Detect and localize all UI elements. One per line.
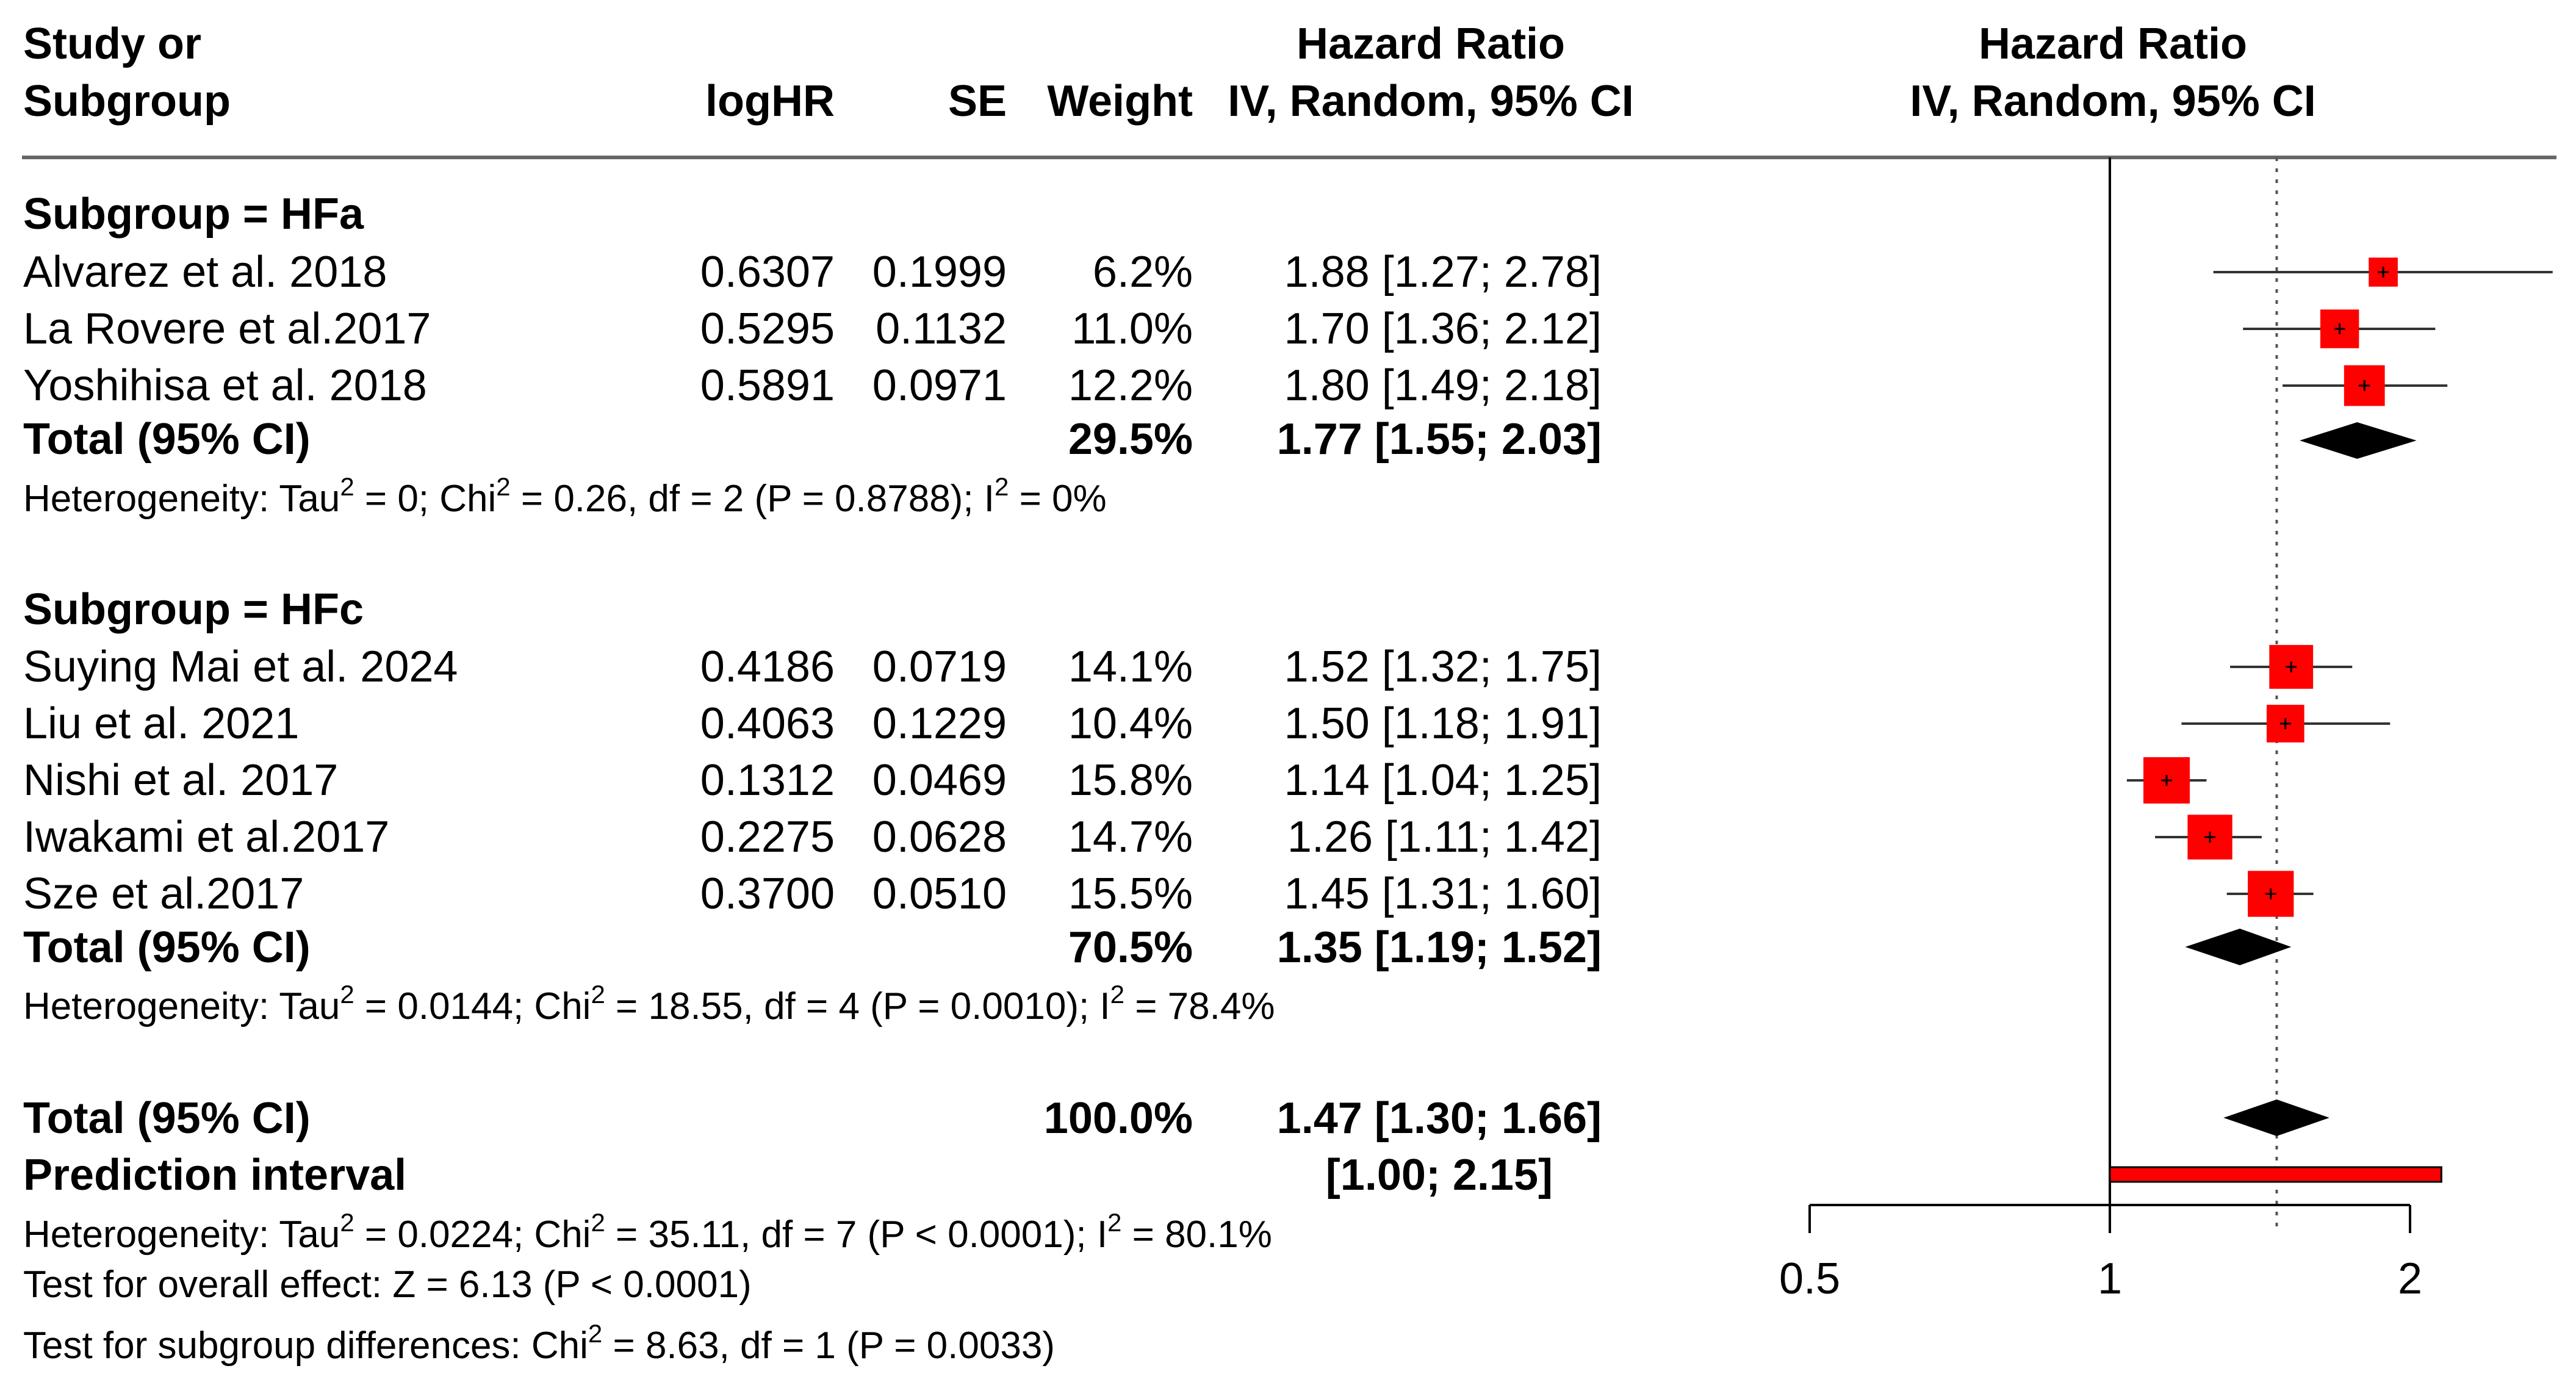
study-name: Liu et al. 2021 [23,699,299,748]
subtotal-ci: 1.77 [1.55; 2.03] [1277,415,1602,464]
study-se: 0.0510 [872,869,1007,918]
study-se: 0.1999 [872,248,1007,297]
heterogeneity-hfa: Heterogeneity: Tau2 = 0; Chi2 = 0.26, df… [23,472,1107,520]
subtotal-label: Total (95% CI) [23,415,311,464]
x-tick-label: 0.5 [1779,1254,1840,1303]
study-weight: 15.8% [1068,756,1193,805]
study-weight: 14.7% [1068,813,1193,862]
subtotal-weight: 70.5% [1068,923,1193,972]
overall-weight: 100.0% [1044,1094,1193,1143]
study-weight: 11.0% [1071,304,1193,353]
study-se: 0.1132 [876,304,1007,353]
study-ci: 1.70 [1.36; 2.12] [1284,304,1602,353]
study-ci: 1.52 [1.32; 1.75] [1284,642,1602,691]
subgroup-diamond-hfa [2300,422,2417,459]
subgroup-diamond-hfc [2185,929,2292,965]
subgroup-title-hfa: Subgroup = HFa [23,190,364,239]
header-study-line1: Study or [23,20,201,68]
prediction-interval-bar [2109,1166,2442,1183]
header-weight: Weight [1047,77,1193,126]
subtotal-label: Total (95% CI) [23,923,311,972]
x-tick-label: 1 [2098,1254,2122,1303]
heterogeneity-hfc: Heterogeneity: Tau2 = 0.0144; Chi2 = 18.… [23,980,1275,1027]
study-loghr: 0.1312 [700,756,835,805]
prediction-label: Prediction interval [23,1151,406,1200]
study-se: 0.0469 [872,756,1007,805]
x-tick-label: 2 [2398,1254,2422,1303]
study-loghr: 0.5295 [700,304,835,353]
study-name: Iwakami et al.2017 [23,813,389,862]
study-weight: 15.5% [1068,869,1193,918]
overall-effect-test: Test for overall effect: Z = 6.13 (P < 0… [23,1264,752,1306]
study-se: 0.0971 [872,361,1007,410]
study-loghr: 0.5891 [700,361,835,410]
header-loghr: logHR [705,77,835,126]
subgroup-difference-test: Test for subgroup differences: Chi2 = 8.… [23,1319,1055,1367]
study-se: 0.0628 [872,813,1007,862]
study-ci: 1.14 [1.04; 1.25] [1284,756,1602,805]
study-ci: 1.50 [1.18; 1.91] [1284,699,1602,748]
study-weight: 14.1% [1068,642,1193,691]
study-name: Sze et al.2017 [23,869,304,918]
header-hr-text-line2: IV, Random, 95% CI [1228,77,1634,126]
study-se: 0.1229 [872,699,1007,748]
study-name: Yoshihisa et al. 2018 [23,361,427,410]
overall-diamond [2223,1099,2330,1136]
study-name: Nishi et al. 2017 [23,756,338,805]
study-name: Suying Mai et al. 2024 [23,642,458,691]
study-weight: 10.4% [1068,699,1193,748]
study-ci: 1.45 [1.31; 1.60] [1284,869,1602,918]
header-study-line2: Subgroup [23,77,231,126]
study-loghr: 0.6307 [700,248,835,297]
study-se: 0.0719 [872,642,1007,691]
forest-plot-area: 0.5 1 2 [1779,157,2553,1303]
study-loghr: 0.2275 [700,813,835,862]
subtotal-ci: 1.35 [1.19; 1.52] [1277,923,1602,972]
prediction-ci: [1.00; 2.15] [1326,1151,1553,1200]
heterogeneity-overall: Heterogeneity: Tau2 = 0.0224; Chi2 = 35.… [23,1208,1272,1256]
study-loghr: 0.4186 [700,642,835,691]
header-hr-plot-line2: IV, Random, 95% CI [1910,77,2316,126]
study-weight: 6.2% [1093,248,1193,297]
study-name: La Rovere et al.2017 [23,304,431,353]
overall-ci: 1.47 [1.30; 1.66] [1277,1094,1602,1143]
study-loghr: 0.3700 [700,869,835,918]
subgroup-title-hfc: Subgroup = HFc [23,585,364,634]
header-se: SE [948,77,1007,126]
header-hr-text-line1: Hazard Ratio [1297,20,1565,68]
study-ci: 1.26 [1.11; 1.42] [1287,813,1602,862]
study-loghr: 0.4063 [700,699,835,748]
study-weight: 12.2% [1068,361,1193,410]
header-hr-plot-line1: Hazard Ratio [1979,20,2247,68]
study-ci: 1.88 [1.27; 2.78] [1284,248,1602,297]
overall-label: Total (95% CI) [23,1094,311,1143]
subtotal-weight: 29.5% [1068,415,1193,464]
study-name: Alvarez et al. 2018 [23,248,387,297]
study-ci: 1.80 [1.49; 2.18] [1284,361,1602,410]
